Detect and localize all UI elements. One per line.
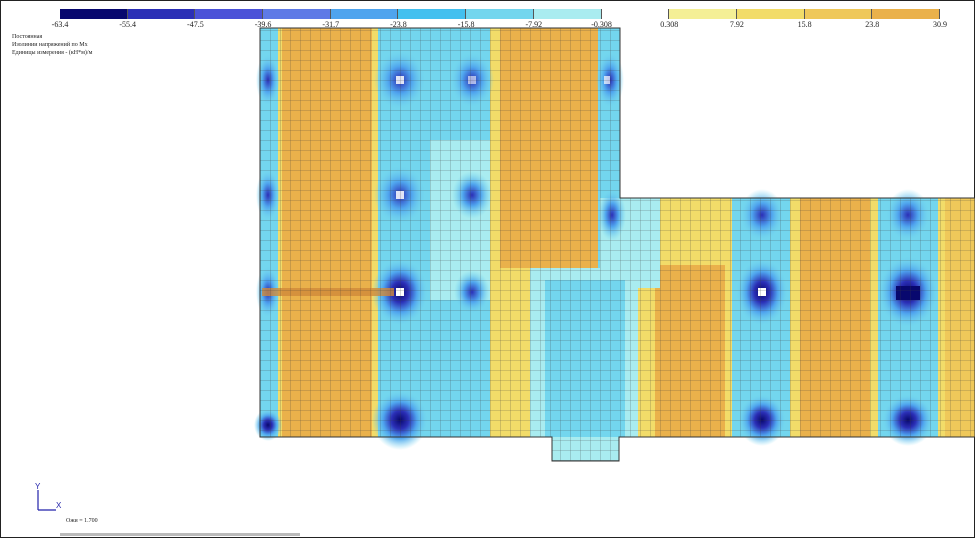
load-case-label: Постоянная: [12, 34, 43, 40]
color-scale-tick-label: 0.308: [660, 20, 679, 29]
color-scale-tick-label: -47.5: [187, 20, 204, 29]
color-scale-segment: [60, 9, 128, 19]
color-scale-segment: [872, 9, 940, 19]
axis-triad-icon: Y X: [35, 482, 62, 511]
color-scale-ticks: -63.4 -55.4 -47.5 -39.6 -31.7 -23.8 -15.8 -7.92…: [52, 20, 947, 32]
slab-outline: [259, 27, 975, 462]
color-scale-segment: [533, 9, 602, 19]
color-scale-tick-label: -63.4: [51, 20, 69, 29]
color-scale-tick-label: -31.7: [322, 20, 340, 29]
color-scale-tick-label: -0.308: [591, 20, 612, 29]
color-scale-tick-label: -55.4: [119, 20, 137, 29]
color-scale-tick-label: 30.9: [933, 20, 947, 29]
color-scale-segment: [263, 9, 331, 19]
color-scale-tick-label: -39.6: [254, 20, 272, 29]
color-scale-segment: [804, 9, 873, 19]
color-scale-tick-label: -23.8: [390, 20, 407, 29]
result-type-label: Изолинии напряжений по Мх: [12, 42, 88, 48]
color-scale-bar: [60, 9, 940, 19]
color-scale-segment: [195, 9, 264, 19]
color-scale-tick-label: 15.8: [797, 20, 812, 29]
horizontal-scrollbar[interactable]: [60, 533, 300, 536]
color-scale-segment: [398, 9, 467, 19]
color-scale-tick-label: 23.8: [865, 20, 880, 29]
color-scale-tick-label: 7.92: [729, 20, 744, 29]
color-scale-segment: [736, 9, 805, 19]
axis-x-label: X: [56, 501, 62, 510]
units-label: Единицы измерения - (кН*м)/м: [12, 50, 93, 56]
color-scale-segment: [127, 9, 196, 19]
axis-y-label: Y: [35, 482, 41, 491]
color-scale-segment: [669, 9, 737, 19]
color-scale-segment: [466, 9, 534, 19]
color-scale-segment: [601, 9, 670, 19]
scale-factor-label: Ожи = 1.700: [66, 518, 98, 524]
color-scale-segment: [330, 9, 399, 19]
color-scale-tick-label: -7.92: [525, 20, 543, 29]
fe-mesh: [260, 28, 975, 461]
color-scale-tick-label: -15.8: [457, 20, 475, 29]
